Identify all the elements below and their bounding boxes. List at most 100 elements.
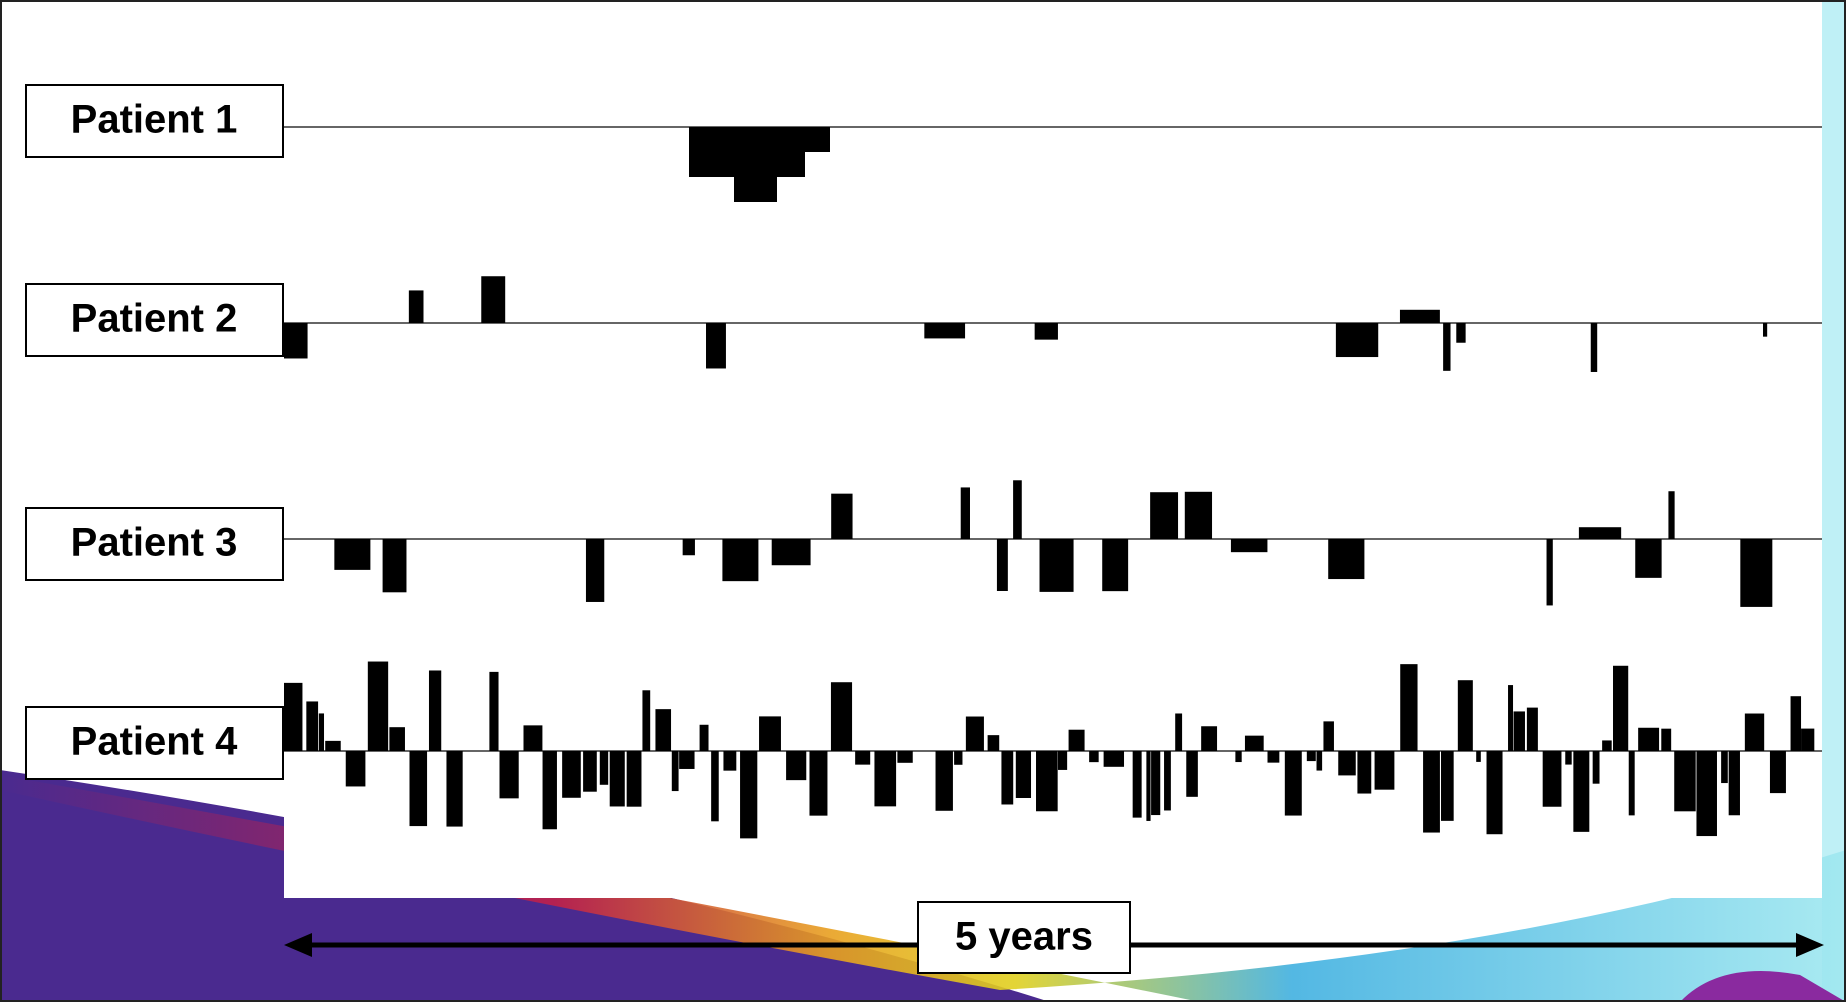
depression-bar xyxy=(1456,323,1466,343)
depression-bar xyxy=(682,539,695,556)
depression-bar xyxy=(1316,751,1323,771)
mania-bar xyxy=(1602,740,1612,751)
mania-bar xyxy=(481,276,506,323)
depression-bar xyxy=(1486,751,1503,835)
mania-bar xyxy=(699,724,709,751)
depression-bar xyxy=(1328,539,1365,580)
depression-bar xyxy=(1565,751,1572,765)
depression-bar xyxy=(1151,751,1161,816)
mania-bar xyxy=(408,290,424,323)
mania-bar xyxy=(284,682,303,751)
depression-bar xyxy=(626,751,642,807)
depression-bar xyxy=(786,751,807,781)
depression-bar xyxy=(711,751,719,822)
depression-bar xyxy=(1102,539,1129,592)
depression-bar xyxy=(809,751,828,816)
patient-label: Patient 4 xyxy=(71,720,238,764)
depression-bar xyxy=(689,127,830,152)
mania-bar xyxy=(1790,696,1802,751)
mania-bar xyxy=(1399,309,1440,323)
mania-bar xyxy=(318,713,325,751)
mania-bar xyxy=(965,716,984,751)
mania-bar xyxy=(1068,729,1085,751)
depression-bar xyxy=(1015,751,1032,798)
depression-bar xyxy=(1423,751,1440,833)
depression-bar xyxy=(1357,751,1372,794)
mania-bar xyxy=(1513,711,1525,751)
mania-bar xyxy=(1457,680,1473,751)
depression-bar xyxy=(1284,751,1302,816)
depression-bar xyxy=(585,539,605,602)
patient-box xyxy=(25,84,284,158)
depression-bar xyxy=(771,539,811,566)
depression-bar xyxy=(722,539,759,582)
depression-bar xyxy=(499,751,519,799)
depression-bar xyxy=(1089,751,1099,763)
depression-bar xyxy=(1335,323,1379,358)
depression-bar xyxy=(1036,751,1058,812)
depression-bar xyxy=(1186,751,1198,797)
mania-bar xyxy=(523,725,543,751)
depression-bar xyxy=(855,751,871,765)
depression-bar xyxy=(599,751,609,785)
depression-bar xyxy=(671,751,679,792)
depression-bar xyxy=(562,751,581,798)
depression-bar xyxy=(935,751,953,811)
depression-bar xyxy=(609,751,625,807)
depression-bar xyxy=(1721,751,1728,784)
depression-bar xyxy=(1057,751,1068,770)
mania-bar xyxy=(1744,713,1765,751)
depression-bar xyxy=(284,323,308,359)
depression-bar xyxy=(1374,751,1395,790)
mania-bar xyxy=(1578,527,1622,539)
depression-bar xyxy=(1592,751,1600,784)
depression-bar xyxy=(382,539,407,593)
mania-bar xyxy=(1400,664,1418,751)
mania-bar xyxy=(1201,726,1218,751)
depression-bar xyxy=(1740,539,1773,607)
patient-label: Patient 2 xyxy=(71,297,238,341)
depression-bar xyxy=(1001,751,1014,805)
mania-bar xyxy=(1175,713,1183,751)
depression-bar xyxy=(1132,751,1142,818)
depression-bar xyxy=(334,539,371,570)
mania-bar xyxy=(655,709,672,751)
depression-bar xyxy=(740,751,758,839)
depression-bar xyxy=(734,177,777,202)
depression-bar xyxy=(1443,323,1451,371)
depression-bar xyxy=(1476,751,1481,762)
mania-bar xyxy=(1508,685,1514,751)
mania-bar xyxy=(428,670,442,751)
mania-bar xyxy=(759,716,781,751)
depression-bar xyxy=(1546,539,1553,606)
depression-bar xyxy=(897,751,913,763)
mania-bar xyxy=(830,682,853,751)
mania-bar xyxy=(1613,665,1629,751)
mania-bar xyxy=(960,487,970,539)
mania-bar xyxy=(389,727,405,751)
depression-bar xyxy=(924,323,966,339)
depression-bar xyxy=(1235,751,1242,763)
depression-bar xyxy=(1441,751,1454,821)
side-band xyxy=(1822,0,1846,1002)
depression-bar xyxy=(689,152,805,177)
patient-box xyxy=(25,283,284,357)
depression-bar xyxy=(1635,539,1662,578)
depression-bar xyxy=(446,751,463,827)
depression-bar xyxy=(1763,323,1768,337)
depression-bar xyxy=(1146,751,1151,821)
patient-box xyxy=(25,706,284,780)
mania-bar xyxy=(1638,727,1660,751)
mania-bar xyxy=(367,661,389,751)
depression-bar xyxy=(1628,751,1635,816)
depression-bar xyxy=(679,751,695,769)
mania-bar xyxy=(1668,491,1675,539)
depression-bar xyxy=(1338,751,1356,776)
mania-bar xyxy=(1661,728,1672,751)
depression-bar xyxy=(706,323,726,369)
mood-charts xyxy=(284,126,1822,839)
depression-bar xyxy=(723,751,737,771)
depression-bar xyxy=(1267,751,1280,763)
